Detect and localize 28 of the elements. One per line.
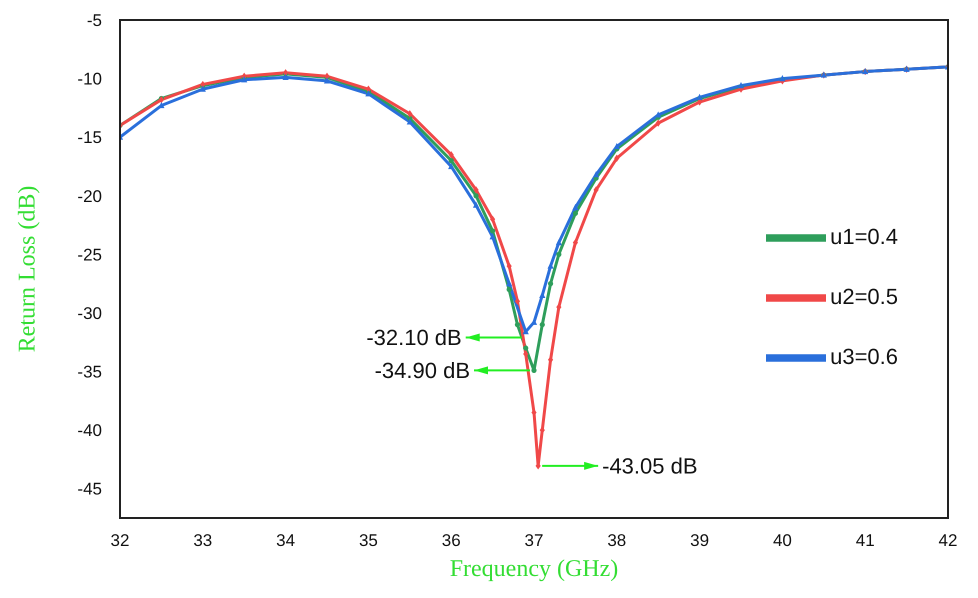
annotation: -34.90 dB [374,358,470,383]
y-tick-label: -15 [77,128,102,148]
legend-label: u1=0.4 [830,224,898,249]
y-axis-title: Return Loss (dB) [14,186,41,352]
x-tick-label: 35 [358,531,378,550]
x-tick-label: 41 [856,531,875,550]
x-tick-label: 38 [607,531,626,550]
x-tick-label: 42 [938,531,958,550]
y-tick-label: -45 [77,480,102,499]
legend-label: u2=0.5 [830,284,898,309]
x-tick-label: 37 [524,531,544,550]
x-tick-label: 33 [193,531,212,550]
y-tick-label: -5 [86,11,102,30]
annotation: -43.05 dB [602,453,698,478]
x-axis-title: Frequency (GHz) [450,556,618,582]
x-tick-label: 39 [690,531,710,550]
x-tick-label: 40 [772,531,792,550]
y-tick-label: -20 [77,186,102,206]
annotation: -32.10 dB [366,325,462,350]
y-tick-label: -30 [77,304,102,323]
x-tick-label: 34 [276,531,296,550]
y-tick-label: -25 [77,245,102,264]
y-tick-label: -10 [77,70,102,89]
y-tick-label: -35 [77,362,102,382]
x-tick-label: 36 [442,531,461,550]
legend-label: u3=0.6 [830,344,898,369]
y-tick-label: -40 [77,421,102,440]
x-tick-label: 32 [110,531,130,550]
